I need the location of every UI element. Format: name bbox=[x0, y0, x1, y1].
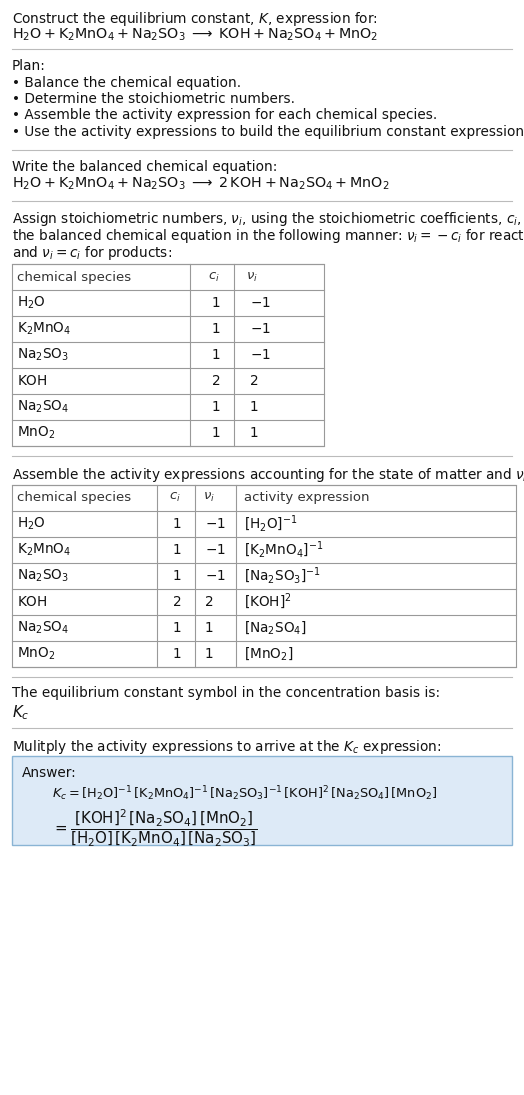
Text: 1: 1 bbox=[205, 621, 214, 634]
Text: $\mathrm{H_2O}$: $\mathrm{H_2O}$ bbox=[17, 295, 46, 311]
Bar bbox=[12, 756, 512, 845]
Text: $\mathrm{Na_2SO_3}$: $\mathrm{Na_2SO_3}$ bbox=[17, 347, 69, 364]
Text: The equilibrium constant symbol in the concentration basis is:: The equilibrium constant symbol in the c… bbox=[12, 687, 440, 701]
Text: 2: 2 bbox=[173, 595, 182, 609]
Text: 1: 1 bbox=[250, 426, 259, 440]
Text: chemical species: chemical species bbox=[17, 270, 131, 284]
Text: $-1$: $-1$ bbox=[250, 348, 271, 362]
Text: $\nu_i$: $\nu_i$ bbox=[246, 270, 258, 284]
Text: the balanced chemical equation in the following manner: $\nu_i = -c_i$ for react: the balanced chemical equation in the fo… bbox=[12, 227, 524, 245]
Text: $K_c = [\mathrm{H_2O}]^{-1}\,[\mathrm{K_2MnO_4}]^{-1}\,[\mathrm{Na_2SO_3}]^{-1}\: $K_c = [\mathrm{H_2O}]^{-1}\,[\mathrm{K_… bbox=[52, 784, 438, 804]
Text: $\mathrm{H_2O + K_2MnO_4 + Na_2SO_3 \;\longrightarrow\; 2\,KOH + Na_2SO_4 + MnO_: $\mathrm{H_2O + K_2MnO_4 + Na_2SO_3 \;\l… bbox=[12, 176, 390, 193]
Text: $\mathrm{H_2O}$: $\mathrm{H_2O}$ bbox=[17, 516, 46, 532]
Text: $c_i$: $c_i$ bbox=[169, 491, 181, 504]
Text: activity expression: activity expression bbox=[244, 491, 369, 504]
Text: 2: 2 bbox=[250, 374, 259, 388]
Text: $= \dfrac{[\mathrm{KOH}]^{2}\,[\mathrm{Na_2SO_4}]\,[\mathrm{MnO_2}]}{[\mathrm{H_: $= \dfrac{[\mathrm{KOH}]^{2}\,[\mathrm{N… bbox=[52, 807, 258, 848]
Text: $\mathrm{K_2MnO_4}$: $\mathrm{K_2MnO_4}$ bbox=[17, 541, 71, 557]
Text: 1: 1 bbox=[250, 400, 259, 414]
Text: Assign stoichiometric numbers, $\nu_i$, using the stoichiometric coefficients, $: Assign stoichiometric numbers, $\nu_i$, … bbox=[12, 210, 524, 229]
Text: $\mathrm{Na_2SO_4}$: $\mathrm{Na_2SO_4}$ bbox=[17, 399, 69, 415]
Text: 1: 1 bbox=[212, 348, 221, 362]
Text: $[\mathrm{H_2O}]^{-1}$: $[\mathrm{H_2O}]^{-1}$ bbox=[244, 514, 298, 533]
Text: $[\mathrm{Na_2SO_3}]^{-1}$: $[\mathrm{Na_2SO_3}]^{-1}$ bbox=[244, 565, 321, 586]
Text: 1: 1 bbox=[212, 400, 221, 414]
Text: $[\mathrm{KOH}]^{2}$: $[\mathrm{KOH}]^{2}$ bbox=[244, 591, 292, 611]
Text: Construct the equilibrium constant, $K$, expression for:: Construct the equilibrium constant, $K$,… bbox=[12, 10, 378, 28]
Text: $\mathrm{KOH}$: $\mathrm{KOH}$ bbox=[17, 595, 48, 609]
Text: 1: 1 bbox=[173, 621, 182, 634]
Text: $-1$: $-1$ bbox=[205, 517, 226, 530]
Text: $-1$: $-1$ bbox=[205, 542, 226, 556]
Text: 1: 1 bbox=[173, 517, 182, 530]
Text: $-1$: $-1$ bbox=[250, 322, 271, 336]
Text: $\mathrm{Na_2SO_4}$: $\mathrm{Na_2SO_4}$ bbox=[17, 620, 69, 636]
Text: $[\mathrm{Na_2SO_4}]$: $[\mathrm{Na_2SO_4}]$ bbox=[244, 619, 307, 636]
Text: chemical species: chemical species bbox=[17, 491, 131, 504]
Bar bbox=[12, 264, 324, 446]
Text: $\mathrm{Na_2SO_3}$: $\mathrm{Na_2SO_3}$ bbox=[17, 567, 69, 584]
Text: $-1$: $-1$ bbox=[250, 296, 271, 310]
Text: 1: 1 bbox=[173, 568, 182, 583]
Text: 1: 1 bbox=[212, 296, 221, 310]
Text: Write the balanced chemical equation:: Write the balanced chemical equation: bbox=[12, 160, 277, 173]
Text: 2: 2 bbox=[205, 595, 214, 609]
Text: • Determine the stoichiometric numbers.: • Determine the stoichiometric numbers. bbox=[12, 92, 295, 106]
Text: • Use the activity expressions to build the equilibrium constant expression.: • Use the activity expressions to build … bbox=[12, 125, 524, 139]
Text: 1: 1 bbox=[205, 646, 214, 660]
Text: • Assemble the activity expression for each chemical species.: • Assemble the activity expression for e… bbox=[12, 108, 437, 123]
Bar bbox=[12, 484, 516, 667]
Text: $-1$: $-1$ bbox=[205, 568, 226, 583]
Text: and $\nu_i = c_i$ for products:: and $\nu_i = c_i$ for products: bbox=[12, 243, 172, 262]
Text: • Balance the chemical equation.: • Balance the chemical equation. bbox=[12, 76, 241, 90]
Text: $\mathrm{K_2MnO_4}$: $\mathrm{K_2MnO_4}$ bbox=[17, 321, 71, 337]
Text: $c_i$: $c_i$ bbox=[208, 270, 220, 284]
Text: $\mathrm{MnO_2}$: $\mathrm{MnO_2}$ bbox=[17, 645, 56, 661]
Text: 1: 1 bbox=[212, 322, 221, 336]
Text: Mulitply the activity expressions to arrive at the $K_c$ expression:: Mulitply the activity expressions to arr… bbox=[12, 738, 442, 756]
Text: $\mathrm{H_2O + K_2MnO_4 + Na_2SO_3 \;\longrightarrow\; KOH + Na_2SO_4 + MnO_2}$: $\mathrm{H_2O + K_2MnO_4 + Na_2SO_3 \;\l… bbox=[12, 26, 378, 43]
Text: $\nu_i$: $\nu_i$ bbox=[203, 491, 215, 504]
Text: $[\mathrm{K_2MnO_4}]^{-1}$: $[\mathrm{K_2MnO_4}]^{-1}$ bbox=[244, 540, 323, 560]
Text: $[\mathrm{MnO_2}]$: $[\mathrm{MnO_2}]$ bbox=[244, 645, 293, 661]
Text: $K_c$: $K_c$ bbox=[12, 703, 29, 722]
Text: 1: 1 bbox=[173, 646, 182, 660]
Text: Answer:: Answer: bbox=[22, 766, 77, 780]
Text: $\mathrm{MnO_2}$: $\mathrm{MnO_2}$ bbox=[17, 425, 56, 441]
Text: 2: 2 bbox=[212, 374, 221, 388]
Text: $\mathrm{KOH}$: $\mathrm{KOH}$ bbox=[17, 374, 48, 388]
Text: Assemble the activity expressions accounting for the state of matter and $\nu_i$: Assemble the activity expressions accoun… bbox=[12, 466, 524, 484]
Text: 1: 1 bbox=[212, 426, 221, 440]
Text: 1: 1 bbox=[173, 542, 182, 556]
Text: Plan:: Plan: bbox=[12, 59, 46, 73]
